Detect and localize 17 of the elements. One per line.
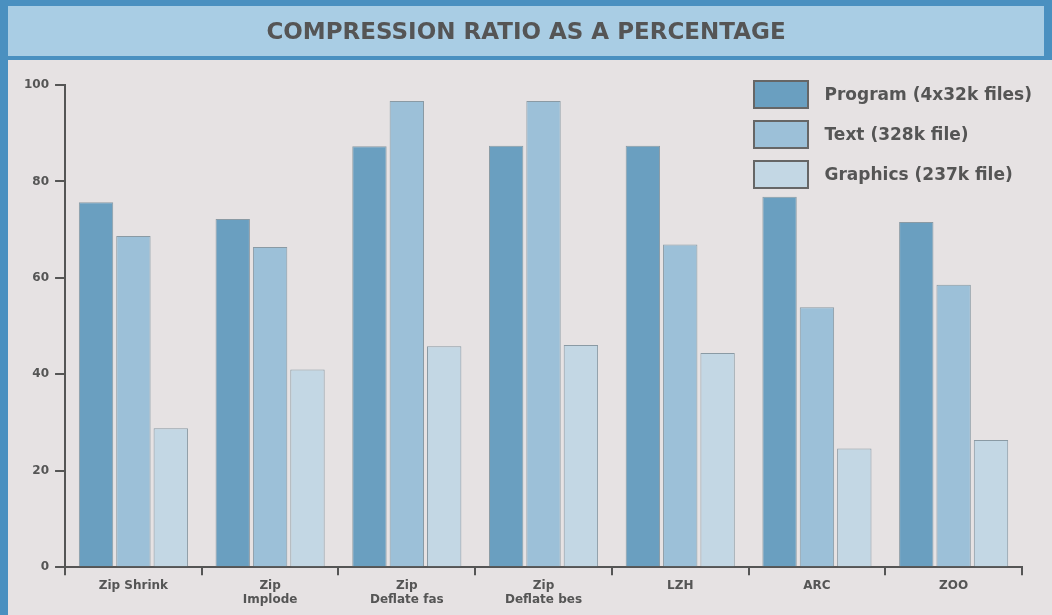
x-tick-label: Zip Deflate fas: [370, 577, 444, 606]
legend-label: Graphics (237k file): [824, 164, 1013, 184]
y-tick-label: 100: [23, 77, 50, 92]
x-tick-label: Zip Implode: [242, 577, 298, 606]
x-tick-label: LZH: [667, 577, 694, 592]
legend-label: Program (4x32k files): [824, 84, 1032, 104]
y-tick-label: 60: [32, 270, 50, 285]
y-tick-label: 0: [40, 559, 50, 574]
legend-label: Text (328k file): [824, 124, 969, 144]
x-tick-label: Zip Shrink: [98, 577, 170, 592]
y-tick-label: 80: [32, 173, 50, 188]
x-tick-label: ARC: [803, 577, 831, 592]
y-tick-label: 40: [32, 366, 50, 381]
x-tick-label: ZOO: [939, 577, 969, 592]
y-tick-label: 20: [32, 462, 50, 477]
x-tick-label: Zip Deflate bes: [505, 577, 583, 606]
chart-title: COMPRESSION RATIO AS A PERCENTAGE: [8, 6, 1044, 56]
